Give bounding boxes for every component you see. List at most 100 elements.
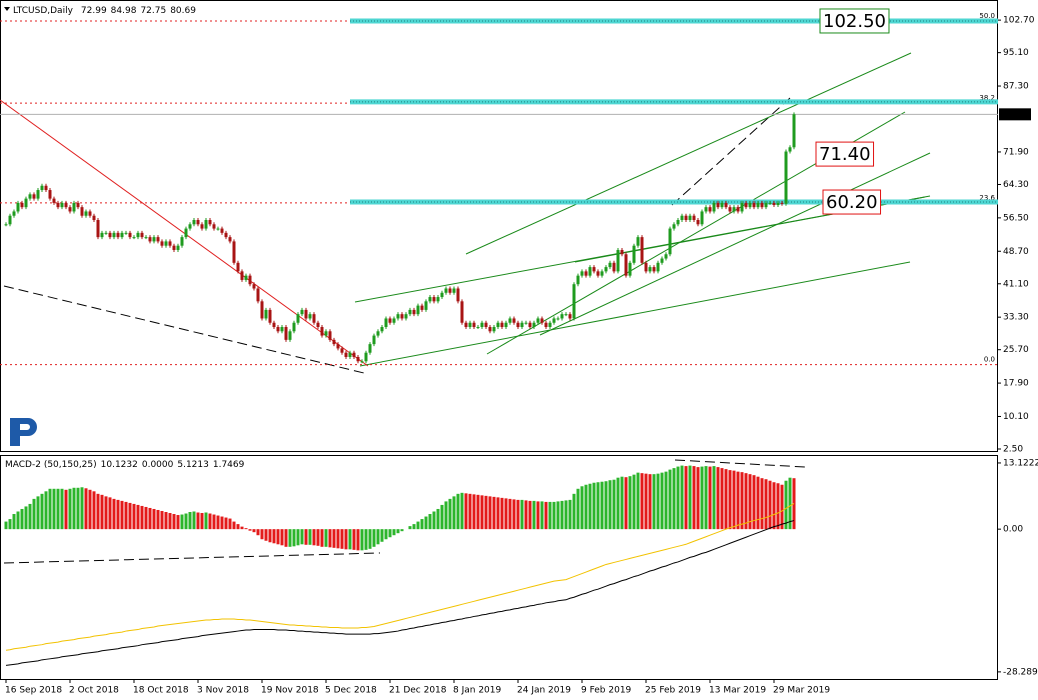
- macd-bar: [556, 501, 560, 530]
- macd-bar: [172, 514, 176, 530]
- macd-bar: [612, 479, 616, 530]
- macd-bar: [408, 526, 412, 530]
- candle-body: [20, 202, 24, 208]
- macd-bar: [200, 513, 204, 530]
- x-tick-label: 13 Mar 2019: [709, 686, 766, 696]
- x-tick-label: 19 Nov 2018: [261, 686, 319, 696]
- price-label-box: [819, 8, 890, 34]
- candle-body: [336, 344, 340, 349]
- candle-body: [600, 271, 604, 276]
- candle-body: [788, 147, 792, 152]
- candle-body: [264, 309, 268, 319]
- candle-body: [472, 322, 476, 328]
- red-trend-line: [0, 99, 369, 367]
- candle-body: [508, 318, 512, 323]
- macd-bar: [680, 465, 684, 530]
- candle-body: [764, 202, 768, 208]
- macd-bar: [224, 517, 228, 530]
- macd-bar: [496, 497, 500, 530]
- macd-bar: [548, 501, 552, 530]
- macd-bar: [156, 509, 160, 530]
- channel-line: [359, 261, 911, 367]
- ohlc-value: 72.99: [81, 6, 107, 16]
- candle-body: [572, 284, 576, 319]
- x-tick-label: 24 Jan 2019: [517, 686, 571, 696]
- candle-body: [388, 318, 392, 323]
- macd-bar: [124, 501, 128, 530]
- macd-bar: [268, 529, 272, 543]
- candle-body: [616, 249, 620, 272]
- macd-bar: [160, 510, 164, 530]
- price-label-box: [822, 189, 882, 215]
- macd-bar: [148, 507, 152, 530]
- macd-bar: [256, 529, 260, 536]
- macd-bar: [692, 466, 696, 530]
- macd-bar: [24, 506, 28, 530]
- candle-body: [504, 322, 508, 328]
- x-tick-label: 3 Nov 2018: [197, 686, 249, 696]
- candle-body: [536, 318, 540, 323]
- macd-bar: [136, 504, 140, 530]
- candle-body: [656, 262, 660, 272]
- candle-body: [532, 322, 536, 328]
- x-tick-label: 8 Jan 2019: [453, 686, 501, 696]
- macd-bar: [524, 500, 528, 530]
- candle-body: [316, 322, 320, 328]
- macd-bar: [336, 529, 340, 549]
- candle-body: [328, 331, 332, 340]
- candle-body: [36, 190, 40, 199]
- macd-bar: [776, 483, 780, 530]
- candle-body: [460, 301, 464, 323]
- candle-body: [152, 237, 156, 242]
- candle-body: [92, 215, 96, 221]
- candle-body: [332, 339, 336, 345]
- macd-bar: [476, 494, 480, 530]
- macd-bar: [84, 488, 88, 530]
- candle-body: [400, 314, 404, 319]
- fib-level-label: 23.6: [979, 194, 995, 202]
- macd-bar: [700, 466, 704, 530]
- candle-body: [124, 232, 128, 234]
- macd-bar: [352, 529, 356, 550]
- candle-body: [608, 262, 612, 268]
- candle-body: [392, 318, 396, 323]
- macd-bar: [64, 489, 68, 530]
- macd-bar: [668, 469, 672, 530]
- macd-bar: [600, 481, 604, 530]
- macd-bar: [392, 529, 396, 536]
- macd-bar: [96, 493, 100, 530]
- candle-body: [664, 254, 668, 259]
- candle-body: [280, 327, 284, 332]
- candle-body: [236, 262, 240, 272]
- candle-body: [100, 232, 104, 238]
- candle-body: [160, 241, 164, 246]
- candle-body: [628, 262, 632, 276]
- price-header: LTCUSD,Daily 72.99 84.98 72.75 80.69: [13, 6, 196, 16]
- macd-bar: [512, 499, 516, 530]
- candle-body: [368, 344, 372, 353]
- macd-bar: [276, 529, 280, 545]
- candle-body: [776, 202, 780, 206]
- macd-bar: [4, 521, 8, 530]
- macd-bar: [472, 494, 476, 530]
- candle-body: [12, 211, 16, 216]
- y-tick-label: 25.70: [1003, 345, 1029, 355]
- candle-body: [364, 352, 368, 362]
- macd-bar: [588, 483, 592, 530]
- candle-body: [516, 322, 520, 328]
- macd-bar: [188, 512, 192, 530]
- price-label: 60.20: [826, 192, 878, 213]
- macd-bar: [744, 473, 748, 530]
- macd-bar: [536, 501, 540, 530]
- candle-body: [636, 237, 640, 246]
- macd-bar: [580, 486, 584, 530]
- macd-bar: [92, 491, 96, 530]
- candle-body: [200, 224, 204, 229]
- macd-bar: [248, 529, 252, 531]
- macd-bar: [532, 500, 536, 530]
- macd-bar: [40, 493, 44, 530]
- candle-body: [188, 224, 192, 229]
- macd-bar: [732, 470, 736, 530]
- macd-bar: [152, 508, 156, 530]
- x-tick-label: 21 Dec 2018: [389, 686, 447, 696]
